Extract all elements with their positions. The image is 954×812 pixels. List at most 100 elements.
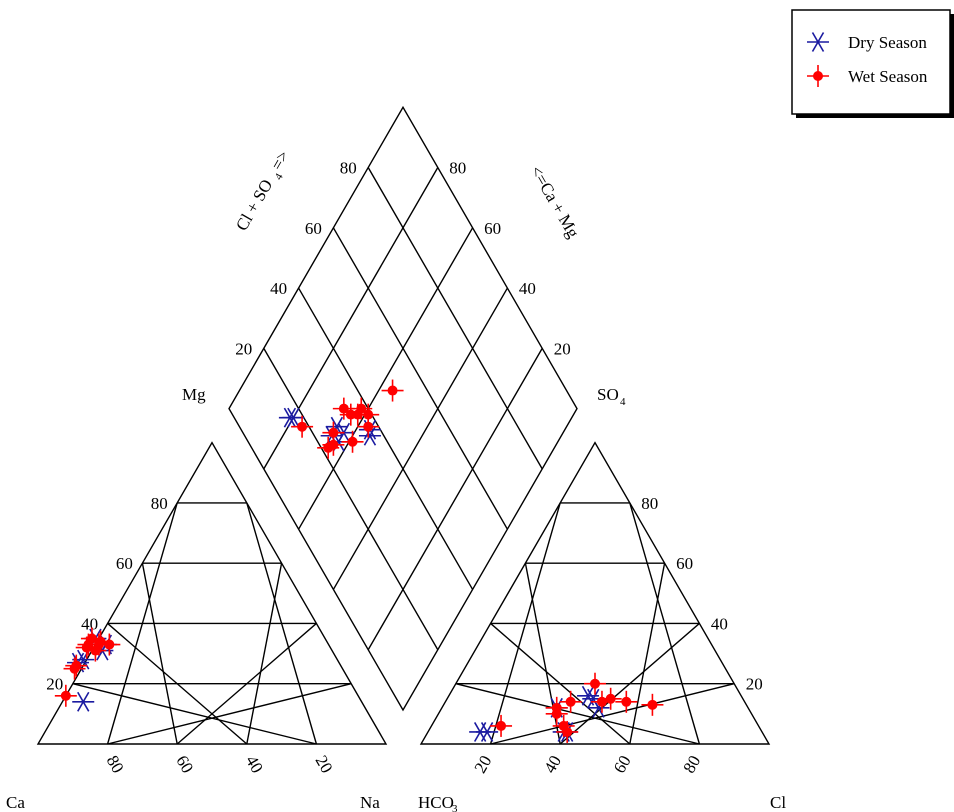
diamond-right-tick: 60 xyxy=(484,219,501,238)
cross-dot xyxy=(562,726,573,737)
cation-mg-tick: 20 xyxy=(46,675,63,694)
asterisk-stroke xyxy=(811,32,825,52)
wet-point-diamond xyxy=(317,436,340,459)
cation-triangle-outline xyxy=(36,441,388,745)
diamond-right-tick: 20 xyxy=(554,339,571,358)
legend-box xyxy=(791,9,951,115)
cross-dot xyxy=(387,385,398,396)
anion-so4-tick: 40 xyxy=(711,614,728,633)
wet-point-cation xyxy=(98,633,121,656)
diamond-left-tick: 20 xyxy=(235,339,252,358)
anion-triangle-grid-a xyxy=(455,683,700,745)
cross-dot xyxy=(590,678,600,689)
anion-triangle-grid-a xyxy=(490,622,631,745)
wet-point-anion xyxy=(599,687,622,710)
diamond-right-axis-label: <=Ca + Mg xyxy=(527,163,584,242)
anion-so4-tick: 20 xyxy=(746,675,763,694)
cross-dot xyxy=(551,708,562,719)
cation-ca-tick: 80 xyxy=(103,752,128,776)
wet-point-anion xyxy=(584,672,606,695)
anion-triangle-grid-b xyxy=(490,683,735,745)
anion-triangle-grid-b xyxy=(559,622,700,745)
diamond-grid-a xyxy=(367,347,543,651)
diamond-right-tick: 40 xyxy=(519,279,536,298)
diamond-grid-b xyxy=(367,167,543,470)
anion-corner-hco3-sub: 3 xyxy=(452,803,458,812)
diamond-left-axis-text: Cl + SO xyxy=(232,176,276,234)
anion-cl-tick: 80 xyxy=(679,752,704,776)
cation-ca-tick: 60 xyxy=(172,752,197,776)
wet-point-diamond xyxy=(357,415,380,438)
legend-marker-dry xyxy=(807,32,829,52)
legend-marker-wet xyxy=(807,65,829,87)
legend-items xyxy=(807,32,829,87)
diamond-outline xyxy=(228,105,578,712)
cross-dot xyxy=(323,442,334,453)
anion-cl-tick: 20 xyxy=(471,752,496,776)
wet-point-cation xyxy=(84,639,107,662)
cation-triangle-grid-b xyxy=(246,563,283,745)
wet-point-diamond xyxy=(332,397,355,420)
anion-triangle-grid-b xyxy=(629,563,666,745)
cation-triangle-grid-a xyxy=(107,622,248,745)
wet-point-cation xyxy=(63,657,86,680)
anion-triangle-grid-b xyxy=(629,502,701,745)
cation-ca-tick: 40 xyxy=(242,752,267,776)
asterisk-stroke xyxy=(581,685,595,706)
legend: Dry Season Wet Season xyxy=(791,9,954,118)
dry-point-diamond xyxy=(282,407,305,428)
cross-dot xyxy=(60,690,71,701)
cross-dot xyxy=(621,696,632,707)
cross-dot xyxy=(647,699,658,710)
cation-ca-tick: 20 xyxy=(311,752,336,776)
diamond-grid-b xyxy=(332,227,509,530)
cation-mg-tick: 40 xyxy=(81,614,98,633)
asterisk-stroke xyxy=(287,407,300,428)
diamond-grid-b xyxy=(297,287,474,590)
cross-dot xyxy=(328,427,339,438)
cross-dot xyxy=(69,663,80,674)
cross-dot xyxy=(345,409,356,420)
wet-point-diamond xyxy=(341,430,364,453)
wet-point-anion xyxy=(556,720,579,743)
asterisk-stroke xyxy=(77,691,90,712)
diamond-right-tick: 80 xyxy=(449,159,466,178)
cross-dot xyxy=(605,693,616,704)
anion-so4-tick: 60 xyxy=(676,554,693,573)
wet-point-anion xyxy=(615,690,638,713)
diamond-left-tick: 40 xyxy=(270,279,287,298)
cation-triangle-grid-a xyxy=(72,683,317,745)
grid-layer xyxy=(36,105,771,745)
anion-corner-cl: Cl xyxy=(770,793,786,812)
wet-point-anion xyxy=(559,690,582,713)
asterisk-stroke xyxy=(587,688,600,709)
cross-dot xyxy=(813,71,823,81)
wet-point-diamond xyxy=(381,379,404,402)
legend-label-wet: Wet Season xyxy=(848,67,928,86)
cross-dot xyxy=(363,421,374,432)
cation-triangle-grid-b xyxy=(176,622,317,745)
anion-so4-tick: 80 xyxy=(641,494,658,513)
asterisk-stroke xyxy=(363,425,377,446)
cation-mg-tick: 80 xyxy=(151,494,168,513)
diamond-grid-a xyxy=(297,227,474,530)
cation-corner-na: Na xyxy=(360,793,380,812)
wet-point-anion xyxy=(641,693,664,716)
cation-triangle-grid-a xyxy=(141,563,178,745)
diamond-left-axis-label: Cl + SO 4 => xyxy=(232,147,293,234)
cross-dot xyxy=(104,639,115,650)
wet-point-diamond xyxy=(291,415,314,438)
wet-point-diamond xyxy=(322,421,345,444)
diamond-grid-b xyxy=(263,347,439,651)
anion-corner-hco3: HCO 3 xyxy=(418,793,458,812)
diamond-left-axis-suffix: => xyxy=(267,147,293,173)
cross-dot xyxy=(297,421,308,432)
anion-corner-so4: SO 4 xyxy=(597,385,626,408)
cross-dot xyxy=(338,403,349,414)
anion-corner-hco3-text: HCO xyxy=(418,793,454,812)
cation-corner-ca: Ca xyxy=(6,793,25,812)
cross-dot xyxy=(565,696,576,707)
data-points xyxy=(54,379,664,743)
anion-corner-so4-text: SO xyxy=(597,385,619,404)
